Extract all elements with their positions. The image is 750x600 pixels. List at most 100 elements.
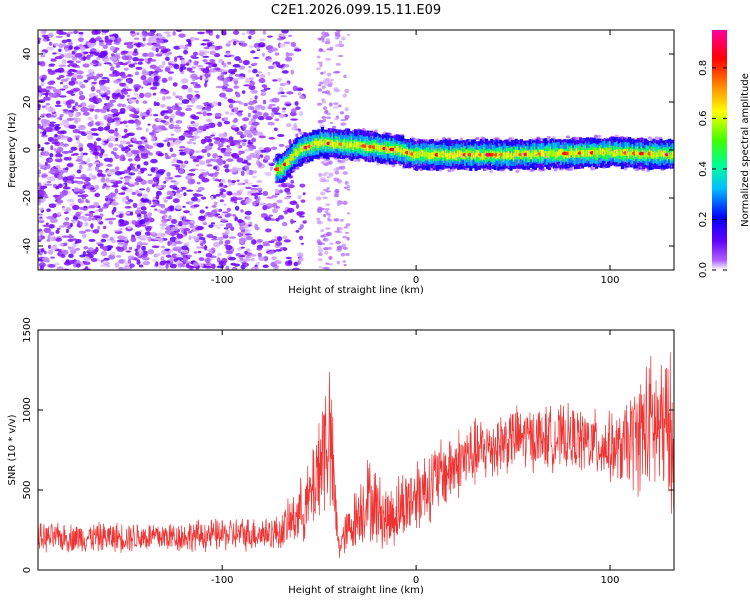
spectrogram-cell [315,67,321,70]
spectrogram-cell [136,164,141,170]
spectrogram-cell [334,117,339,121]
spectrogram-cell [40,146,45,152]
spectrogram-cell [106,163,113,167]
spectrogram-cell [607,147,611,155]
spectrogram-cell [339,111,345,115]
spectrogram-cell [149,59,157,62]
spectrogram-cell [605,147,609,161]
spectrogram-cell [448,152,452,160]
spectrogram-cell [172,82,178,87]
spectrogram-cell [123,128,128,133]
spectrogram-cell [206,248,213,252]
spectrogram-cell [162,197,167,200]
spectrogram-cell [109,56,118,62]
spectrogram-cell [75,247,81,251]
spectrogram-cell [212,241,221,248]
spectrogram-cell [140,235,148,240]
spectrogram-cell [199,209,205,214]
spectrogram-cell [193,204,200,208]
spectrogram-cell [147,249,155,255]
spectrogram-cell [175,254,184,258]
spectrogram-cell [236,131,244,136]
spectrogram-cell [218,208,223,212]
spectrogram-cell [250,254,257,257]
spectrogram-cell [290,179,295,184]
spectrogram-cell [510,137,515,141]
spectrogram-cell [102,44,108,50]
spectrogram-cell [271,111,275,118]
spectrogram-cell [343,74,347,79]
spectrogram-cell [260,90,267,96]
spectrogram-cell [295,166,300,170]
spectrogram-cell [95,36,102,40]
spectrogram-cell [251,239,257,245]
spectrogram-cell [134,231,142,237]
spectrogram-cell [161,77,168,84]
spectrogram-cell [140,210,148,215]
spectrogram-cell [59,243,64,246]
spectrogram-cell [322,267,328,270]
spectrogram-cell [75,111,80,118]
bottom-y-axis-label: SNR (10 * v/v) [7,414,18,485]
spectrogram-cell [346,237,350,241]
spectrogram-cell [73,119,79,124]
spectrogram-cell [174,175,182,178]
spectrogram-cell [276,199,283,204]
spectrogram-cell [61,169,68,173]
spectrogram-cell [194,150,201,154]
spectrogram-cell [258,78,266,84]
spectrogram-cell [90,223,94,229]
spectrogram-cell [115,121,121,127]
spectrogram-cell [361,128,366,132]
spectrogram-cell [203,123,212,127]
spectrogram-cell [324,32,330,37]
spectrogram-cell [193,61,197,66]
spectrogram-cell [76,139,81,144]
spectrogram-cell [202,102,211,105]
spectrogram-cell [133,43,142,46]
spectrogram-cell [225,265,230,270]
spectrogram-cell [93,229,100,234]
spectrogram-cell [240,246,245,249]
spectrogram-cell [229,168,238,173]
spectrogram-cell [87,247,94,253]
spectrogram-cell [256,179,263,184]
spectrogram-cell [135,107,140,112]
spectrogram-cell [49,153,54,158]
spectrogram-cell [252,114,259,120]
spectrogram-cell [68,253,74,259]
spectrogram-cell [59,88,66,91]
spectrogram-cell [147,236,152,242]
spectrogram-cell [69,45,73,50]
spectrogram-cell [340,122,347,126]
spectrogram-cell [58,30,63,36]
spectrogram-cell [316,208,323,213]
spectrogram-cell [166,171,171,177]
spectrogram-cell [181,99,190,104]
spectrogram-cell [46,180,52,184]
spectrogram-cell [126,94,131,97]
spectrogram-cell [124,206,130,209]
spectrogram-cell [200,43,207,46]
spectrogram-cell [48,41,53,46]
spectrogram-cell [118,219,125,224]
spectrogram-cell [55,229,60,234]
spectrogram-cell [231,124,238,128]
spectrogram-cell [224,168,230,173]
spectrogram-cell [50,218,58,224]
spectrogram-cell [194,251,198,254]
spectrogram-cell [106,108,110,112]
spectrogram-cell [241,134,246,138]
spectrogram-cell [178,249,182,254]
spectrogram-cell [94,192,101,198]
spectrogram-cell [333,168,339,172]
spectrogram-cell [219,92,226,98]
spectrogram-cell [340,118,346,122]
spectrogram-cell [171,163,179,167]
spectrogram-cell [348,142,352,150]
spectrogram-cell [248,45,255,48]
spectrogram-cell [81,194,87,200]
spectrogram-cell [96,73,100,79]
spectrogram-cell [335,62,341,66]
spectrogram-cell [252,145,257,150]
